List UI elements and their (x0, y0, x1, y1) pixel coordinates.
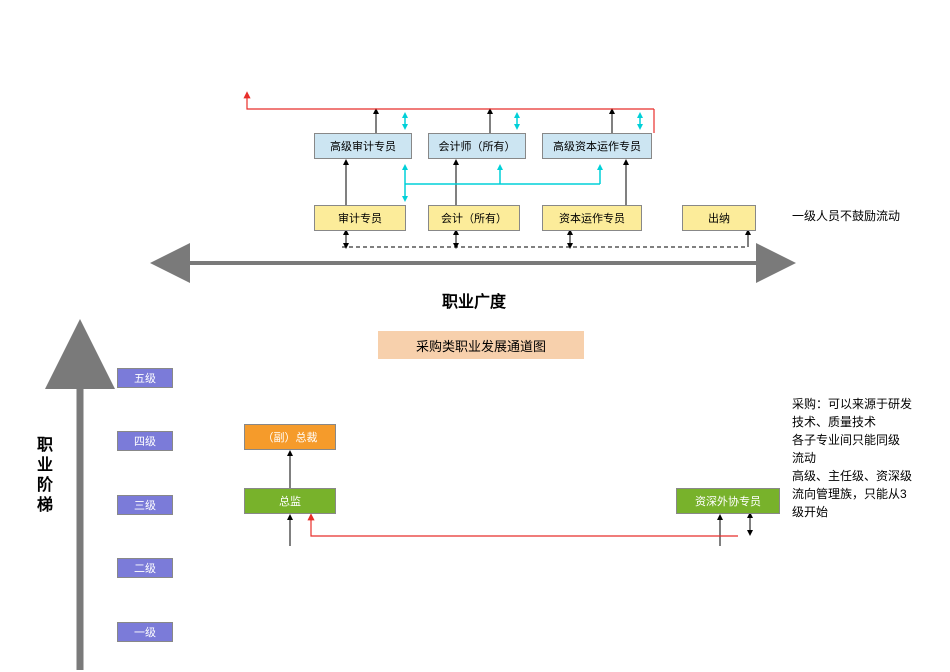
node-senior-outsource: 资深外协专员 (676, 488, 780, 514)
vert-axis-label: 职业阶梯 (30, 436, 54, 516)
node-cashier: 出纳 (682, 205, 756, 231)
level-4: 四级 (117, 431, 173, 451)
label: 采购类职业发展通道图 (416, 336, 546, 355)
label: 资深外协专员 (695, 493, 761, 509)
label: 资本运作专员 (559, 210, 625, 226)
node-accounting: 会计（所有） (428, 205, 520, 231)
label: 审计专员 (338, 210, 382, 226)
label: 会计师（所有） (439, 138, 516, 154)
node-accountant-all: 会计师（所有） (428, 133, 526, 159)
label: 出纳 (708, 210, 730, 226)
label: 高级审计专员 (330, 138, 396, 154)
annotation-level1-note: 一级人员不鼓励流动 (792, 207, 912, 225)
label: （副）总裁 (263, 429, 318, 445)
label: 一级 (134, 624, 156, 640)
node-senior-capital: 高级资本运作专员 (542, 133, 652, 159)
level-2: 二级 (117, 558, 173, 578)
node-audit: 审计专员 (314, 205, 406, 231)
node-vp: （副）总裁 (244, 424, 336, 450)
level-5: 五级 (117, 368, 173, 388)
level-1: 一级 (117, 622, 173, 642)
label: 二级 (134, 560, 156, 576)
node-senior-audit: 高级审计专员 (314, 133, 412, 159)
label: 总监 (279, 493, 301, 509)
node-capital: 资本运作专员 (542, 205, 642, 231)
node-director: 总监 (244, 488, 336, 514)
label: 高级资本运作专员 (553, 138, 641, 154)
title-procurement-career: 采购类职业发展通道图 (378, 331, 584, 359)
label: 四级 (134, 433, 156, 449)
horiz-axis-label: 职业广度 (442, 288, 506, 312)
level-3: 三级 (117, 495, 173, 515)
label: 三级 (134, 497, 156, 513)
label: 会计（所有） (441, 210, 507, 226)
label: 五级 (134, 370, 156, 386)
annotation-procurement-note: 采购：可以来源于研发 技术、质量技术 各子专业间只能同级 流动 高级、主任级、资… (792, 395, 942, 521)
